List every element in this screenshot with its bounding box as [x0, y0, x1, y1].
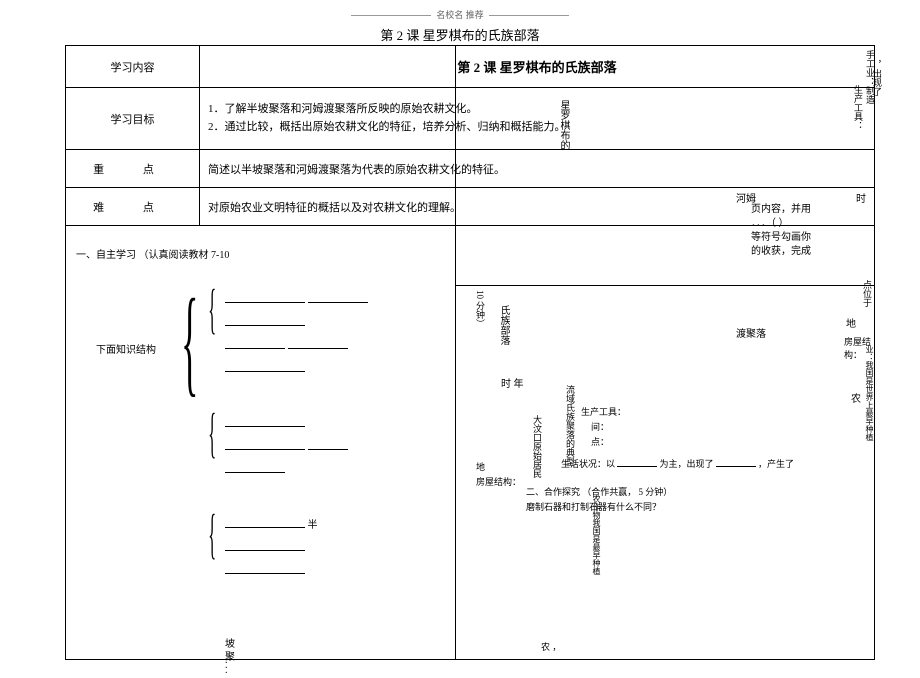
- weizhu-label: 为主，出现了: [660, 459, 714, 469]
- cell-label: 重 点: [66, 150, 200, 187]
- doc-header-small: 名校名 推荐: [0, 0, 920, 21]
- nong-bottom: 农 ，: [541, 640, 561, 653]
- clan-vertical: 氏族部落: [496, 305, 511, 345]
- nong-char: 农: [851, 390, 861, 405]
- di-char: 地: [476, 460, 485, 473]
- jian: 间：: [591, 420, 609, 433]
- liuyu: 流域氏族聚落的典型: [564, 385, 577, 466]
- doc-title: 第 2 课 星罗棋布的氏族部落: [0, 21, 920, 48]
- shengchan: 生产工具：: [581, 405, 626, 418]
- bracket-icon: {: [208, 281, 216, 336]
- hemudu-label: 河姆: [736, 190, 756, 205]
- dots-icon: ...: [225, 658, 228, 673]
- hemudu-ju: 渡聚落: [736, 325, 766, 340]
- right-content: 星罗棋布的 页内容，并用 ．．．（ ） 等符号勾画你 的收获，完成 河姆 时 1…: [456, 45, 874, 660]
- dianweiyu: 点位于: [861, 280, 874, 307]
- nong-v: 农作物我国是最早种植: [591, 495, 602, 575]
- vertical-title: 星罗棋布的: [556, 100, 571, 150]
- bracket-icon: {: [208, 405, 216, 460]
- bracket-icon: {: [208, 506, 216, 561]
- dahankou: 大汶口原始居民: [531, 415, 544, 478]
- cell-label: 学习目标: [66, 88, 200, 149]
- shi-nian: 时 年: [501, 375, 524, 390]
- cell-label: 难 点: [66, 188, 200, 225]
- di-label: 地: [846, 315, 856, 330]
- bracket-label: 下面知识结构: [96, 281, 161, 356]
- bracket-icon: {: [181, 281, 198, 401]
- ye-text: 业：我国是世界上最早种植: [864, 345, 875, 441]
- half-label: 半: [308, 520, 318, 531]
- chansheng-label: ，产生了: [758, 459, 794, 469]
- shengchan-r: 生产工具：: [852, 85, 865, 130]
- page-hint: 页内容，并用 ．．．（ ） 等符号勾画你 的收获，完成: [751, 203, 811, 259]
- shenghuo: 生活状况：以 为主，出现了 ，产生了: [561, 455, 794, 470]
- shzk-label: 生活状况：以: [561, 459, 615, 469]
- cell-label: 学习内容: [66, 46, 200, 87]
- time-hint: 10 分钟）: [474, 290, 487, 328]
- time-label: 时: [856, 190, 866, 205]
- chuxianle: ，出现了: [871, 60, 884, 96]
- fangwu2: 房屋结构：: [476, 475, 521, 488]
- dian: 点：: [591, 435, 609, 448]
